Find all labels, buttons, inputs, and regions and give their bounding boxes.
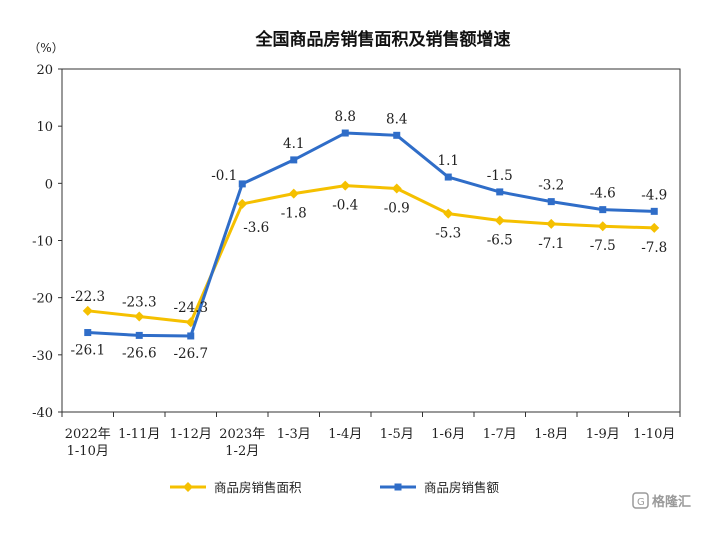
data-label: -26.6 [122,345,157,361]
data-point [84,329,92,337]
data-label: -26.1 [70,343,105,359]
data-point [134,311,145,322]
data-label: -1.5 [487,168,513,184]
x-tick-label: 1-9月 [586,427,620,442]
y-tick-label: 20 [36,63,53,78]
data-point [650,207,658,215]
data-label: 1.1 [438,153,459,169]
watermark: G 格隆汇 [632,492,691,510]
x-tick-label: 1-11月 [118,427,160,442]
x-tick-label: 1-6月 [431,427,465,442]
data-point [187,332,195,340]
data-label: -3.6 [243,220,269,236]
data-label: -0.9 [384,200,410,216]
x-tick-label: 1-5月 [380,427,414,442]
data-point [290,156,298,164]
y-tick-label: 0 [45,177,53,192]
data-label: -7.5 [590,238,616,254]
data-point [391,183,402,194]
data-point [238,180,246,188]
data-label: -0.4 [332,198,358,214]
data-point [547,198,555,206]
chart-title: 全国商品房销售面积及销售额增速 [255,29,511,50]
x-tick-label: 1-2月 [225,444,259,459]
data-point [599,206,607,214]
legend-marker [394,483,402,491]
legend-label: 商品房销售额 [424,480,500,495]
data-label: -0.1 [211,168,237,184]
gelonghui-logo-icon [632,492,649,509]
y-tick-label: -10 [32,235,53,250]
data-point [649,222,660,233]
data-label: -24.3 [173,300,208,316]
data-point [288,188,299,199]
data-label: -7.8 [641,240,667,256]
data-point [135,331,143,339]
watermark-glyph: G [637,497,645,508]
x-tick-label: 1-10月 [67,444,109,459]
x-tick-label: 1-3月 [277,427,311,442]
data-point [496,188,504,196]
data-point [443,208,454,219]
data-label: -5.3 [435,226,461,242]
data-label: -4.9 [641,187,667,203]
legend: 商品房销售面积 商品房销售额 [170,480,500,495]
data-point [393,131,401,139]
data-point [341,129,349,137]
series-line-0 [87,184,655,324]
data-label: 8.4 [386,111,407,127]
data-point [340,180,351,191]
y-tick-label: 10 [36,120,53,135]
watermark-text: 格隆汇 [652,494,691,510]
x-tick-label: 1-8月 [534,427,568,442]
legend-label: 商品房销售面积 [214,480,302,495]
y-tick-label: -20 [32,292,53,307]
data-label: 4.1 [283,136,304,152]
y-tick-label: -40 [32,406,53,421]
data-label: -23.3 [122,295,157,311]
legend-marker [183,482,193,492]
x-tick-label: 2022年 [65,427,111,442]
data-point [237,198,248,209]
data-point [546,218,557,229]
data-label: -1.8 [281,206,307,222]
data-label: -22.3 [70,289,105,305]
data-label: 8.8 [335,109,356,125]
y-axis-unit: （%） [28,41,63,55]
x-tick-label: 1-4月 [328,427,362,442]
y-axis: 20 10 0 -10 -20 -30 -40 [32,63,62,421]
series-layer: -22.3 -23.3 -24.3 -3.6 -1.8 -0.4 -0.9 -5.3 -6.5 -… [70,109,667,362]
data-label: -26.7 [173,346,208,362]
data-point [597,221,608,232]
data-point [444,173,452,181]
y-tick-label: -30 [32,349,53,364]
x-tick-label: 1-10月 [633,427,675,442]
data-point [494,215,505,226]
x-tick-label: 1-7月 [483,427,517,442]
x-axis: 2022年 1-10月 1-11月 1-12月 2023年 1-2月 1-3月 1-4月 1-5… [61,412,681,459]
x-tick-label: 2023年 [219,427,265,442]
data-label: -3.2 [538,178,564,194]
data-label: -6.5 [487,232,513,248]
data-point [82,305,93,316]
data-label: -7.1 [538,236,564,252]
series-line-1 [87,131,655,338]
x-tick-label: 1-12月 [170,427,212,442]
data-label: -4.6 [590,186,616,202]
